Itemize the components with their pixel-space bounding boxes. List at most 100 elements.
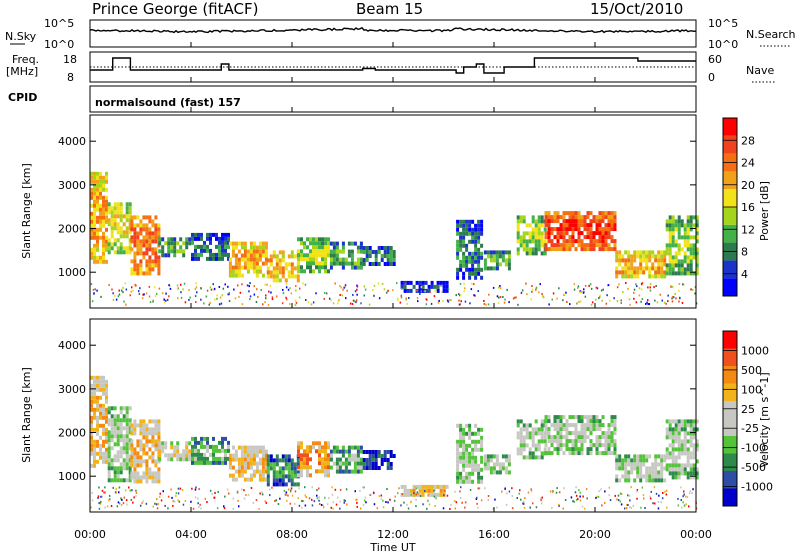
velocity-ylabel: Slant Range [km] [20,367,33,463]
x-tick-label: 04:00 [175,528,207,541]
velocity-colorbar-swatch [723,401,737,419]
power-segment-4 [191,232,230,261]
x-tick-label: 00:00 [74,528,106,541]
power-colorbar-swatch [723,118,737,136]
velocity-colorbar-tick-label: -100 [741,442,766,455]
power-ytick-label: 1000 [58,266,86,279]
power-colorbar: 28 24 20 16 12 8 4 [722,117,755,297]
noise-sky-trace [89,26,697,34]
velocity-colorbar-swatch [723,331,737,349]
power-colorbar-swatch [723,224,737,243]
velocity-colorbar-swatch [723,436,737,454]
velocity-segment-16 [665,419,699,480]
power-segment-2 [130,215,161,276]
power-segment-11 [456,219,484,280]
velocity-colorbar-tick-label: -500 [741,461,766,474]
velocity-colorbar-tick-label: 1000 [741,344,769,357]
velocity-data [90,375,699,510]
velocity-segment-8 [329,445,363,474]
nave-tick-bottom: 0 [708,71,715,84]
nave-label: Nave [746,64,774,77]
velocity-colorbar-tick-label: -25 [741,422,759,435]
x-axis: 00:00 04:00 08:00 12:00 16:00 20:00 00:00 [74,42,712,541]
power-colorbar-tick-label: 16 [741,201,755,214]
velocity-segment-5 [228,445,268,482]
power-segment-3 [158,237,192,258]
power-colorbar-swatch [723,260,737,279]
velocity-colorbar-tick-label: 500 [741,364,762,377]
velocity-panel-frame [89,318,697,513]
velocity-segment-12 [483,454,511,475]
power-segment-13 [516,215,547,256]
velocity-segment-1 [107,406,132,483]
x-tick-label: 16:00 [478,528,510,541]
velocity-segment-6 [266,454,300,487]
power-ylabel: Slant Range [km] [20,163,33,259]
cpid-text: normalsound (fast) 157 [95,96,241,109]
velocity-segment-15 [615,454,667,483]
noise-right-tick-top: 10^5 [708,17,738,30]
noise-left-tick-bottom: 10^0 [44,38,74,51]
power-colorbar-label: Power [dB] [758,181,771,241]
velocity-colorbar-swatch [723,348,737,366]
velocity-colorbar-swatch [723,471,737,489]
velocity-ytick-label: 3000 [58,383,86,396]
power-segment-12 [483,250,511,271]
noise-search-label: N.Search [746,28,796,41]
x-tick-label: 12:00 [377,528,409,541]
power-segment-9 [362,246,396,266]
station-title: Prince George (fitACF) [92,0,258,18]
velocity-segment-3 [158,441,192,462]
power-colorbar-tick-label: 12 [741,223,755,236]
power-colorbar-tick-label: 8 [741,246,748,259]
velocity-colorbar-swatch [723,418,737,436]
velocity-segment-14 [544,415,617,456]
power-axes: 4000 3000 2000 1000 [58,135,696,279]
power-colorbar-tick-label: 28 [741,134,755,147]
power-segment-5 [228,241,268,278]
freq-label: Freq. [12,53,39,66]
velocity-segment-2 [130,419,161,484]
power-segment-8 [329,241,363,270]
power-segment-14 [544,211,617,252]
velocity-segment-4 [191,436,230,465]
velocity-segment-7 [297,441,330,478]
power-segment-0 [90,171,108,264]
velocity-colorbar-swatch [723,366,737,384]
power-colorbar-swatch [723,189,737,207]
velocity-ytick-label: 4000 [58,339,86,352]
velocity-ytick-label: 1000 [58,470,86,483]
power-segment-7 [297,237,330,274]
date-title: 15/Oct/2010 [590,0,683,18]
velocity-colorbar-frame [722,330,738,507]
power-segment-16 [665,215,699,276]
power-segment-1 [107,202,132,255]
power-ytick-label: 4000 [58,135,86,148]
power-segment-15 [615,250,667,279]
x-axis-label: Time UT [369,541,415,554]
power-colorbar-swatch [723,171,737,190]
velocity-colorbar-label: Velocity [m s^-1] [758,372,771,467]
velocity-colorbar-tick-label: 100 [741,383,762,396]
velocity-ytick-label: 2000 [58,427,86,440]
x-tick-label: 20:00 [579,528,611,541]
velocity-segment-11 [456,423,484,484]
velocity-segment-9 [362,450,396,470]
cpid-label: CPID [8,91,37,104]
velocity-segment-10 [400,484,449,497]
velocity-axes: 4000 3000 2000 1000 [58,339,696,483]
power-data [90,171,699,306]
beam-title: Beam 15 [356,0,423,18]
noise-sky-label: N.Sky [5,30,37,43]
velocity-colorbar-swatch [723,488,737,506]
x-tick-label: 08:00 [276,528,308,541]
velocity-low-range-scatter [90,486,698,510]
power-ytick-label: 2000 [58,223,86,236]
power-colorbar-tick-label: 4 [741,268,748,281]
velocity-colorbar: 1000 500 100 25 -25 -100 -500 -1000 [722,330,773,507]
velocity-colorbar-tick-label: -1000 [741,481,773,494]
freq-tick-top: 18 [63,53,77,66]
velocity-colorbar-swatch [723,383,737,401]
noise-right-tick-bottom: 10^0 [708,38,738,51]
